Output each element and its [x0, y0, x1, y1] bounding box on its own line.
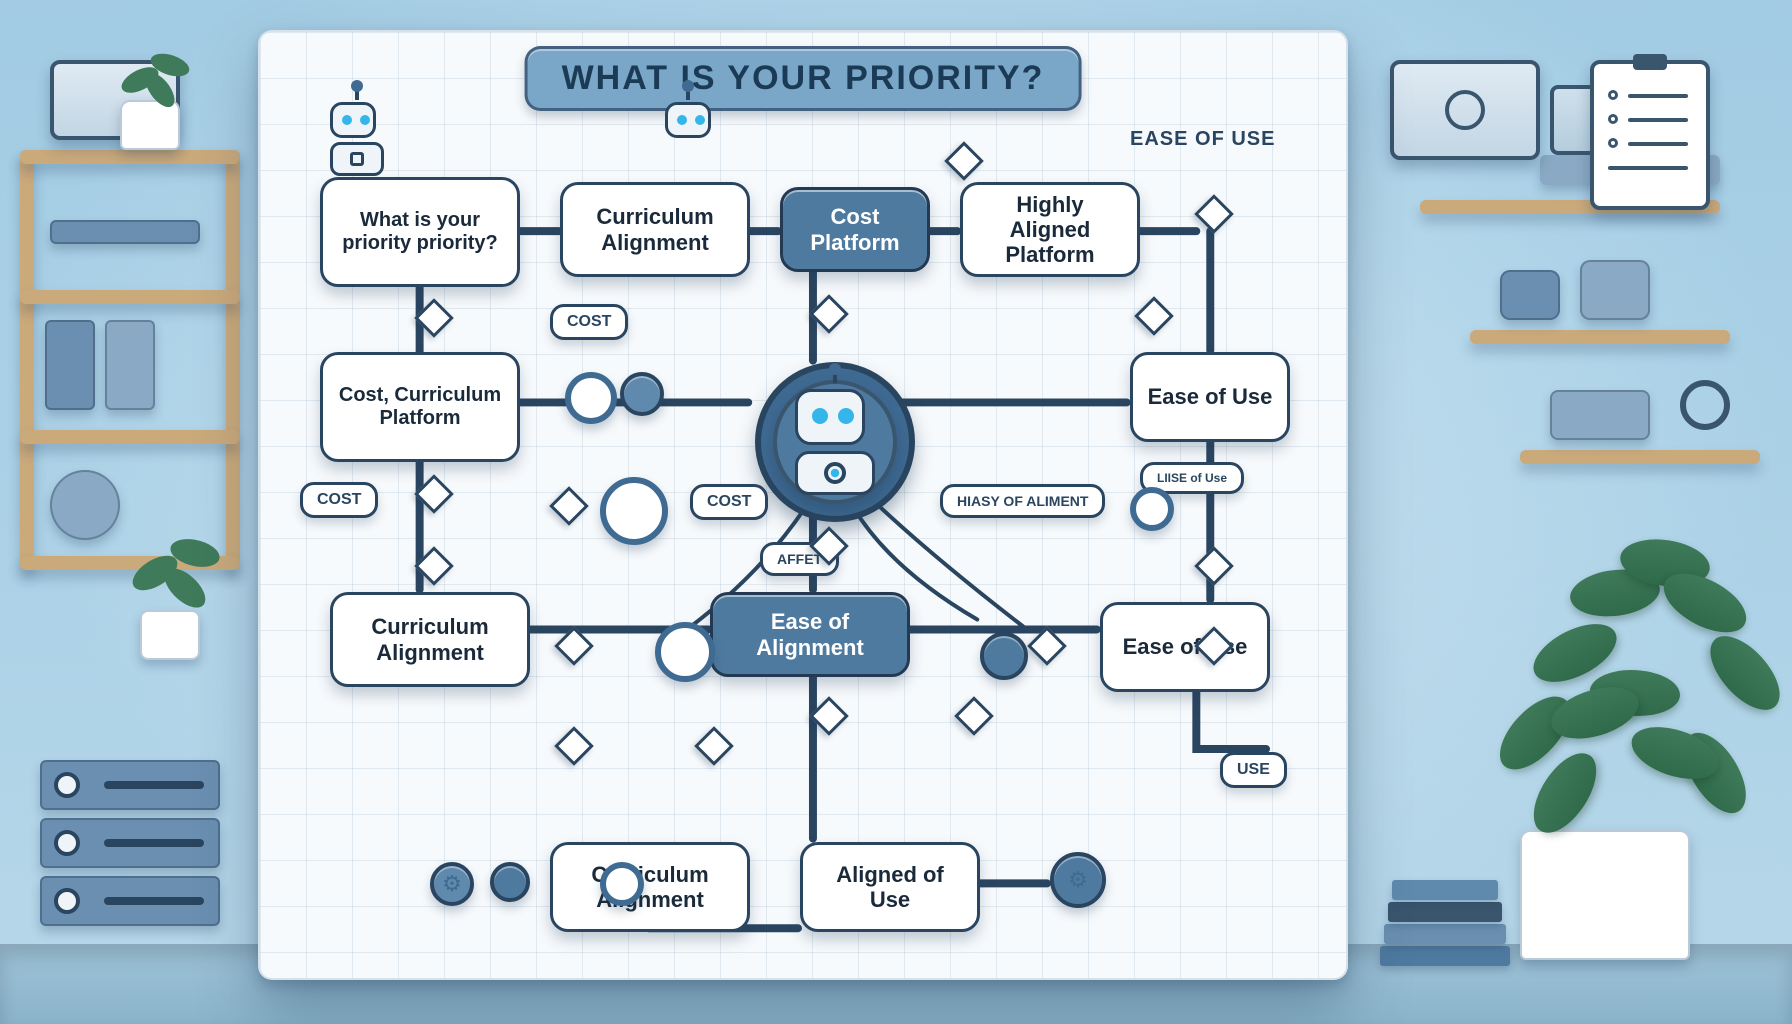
flow-node: Ease of Alignment — [710, 592, 910, 677]
decision-diamond — [1027, 626, 1067, 666]
decision-diamond — [414, 298, 454, 338]
title-banner: WHAT IS YOUR PRIORITY? — [525, 46, 1082, 111]
circle-node — [980, 632, 1028, 680]
robot-icon-top-left — [330, 102, 384, 176]
plant-large — [1460, 510, 1780, 850]
flow-node: What is your priority priority? — [320, 177, 520, 287]
circle-node — [1130, 487, 1174, 531]
monitor-decor — [1390, 60, 1540, 160]
flow-node: Ease of Use — [1130, 352, 1290, 442]
sub-label-ease-of-use: EASE OF USE — [1130, 128, 1275, 151]
decision-diamond — [809, 696, 849, 736]
decision-diamond — [944, 141, 984, 181]
clipboard-decor — [1590, 60, 1710, 210]
decision-diamond — [554, 626, 594, 666]
gear-icon — [430, 862, 474, 906]
flowchart-board: WHAT IS YOUR PRIORITY? EASE OF USE What … — [258, 30, 1348, 980]
flow-node: Aligned of Use — [800, 842, 980, 932]
flow-pill: HIASY OF ALIMENT — [940, 484, 1105, 518]
circle-node — [600, 477, 668, 545]
robot-icon-top-center — [665, 102, 711, 138]
decision-diamond — [414, 546, 454, 586]
flow-pill: COST — [550, 304, 628, 340]
decision-diamond — [549, 486, 589, 526]
flow-node: Curriculum Alignment — [550, 842, 750, 932]
decision-diamond — [954, 696, 994, 736]
decision-diamond — [1194, 546, 1234, 586]
flow-node: Highly Aligned Platform — [960, 182, 1140, 277]
flow-node: Curriculum Alignment — [330, 592, 530, 687]
decision-diamond — [694, 726, 734, 766]
circle-node — [620, 372, 664, 416]
decision-diamond — [1194, 194, 1234, 234]
flow-pill: COST — [690, 484, 768, 520]
flow-pill: USE — [1220, 752, 1287, 788]
decision-diamond — [414, 474, 454, 514]
gear-icon — [1050, 852, 1106, 908]
flow-pill: COST — [300, 482, 378, 518]
decision-diamond — [1134, 296, 1174, 336]
circle-node — [565, 372, 617, 424]
robot-medallion — [755, 362, 915, 522]
flow-node: Curriculum Alignment — [560, 182, 750, 277]
decision-diamond — [554, 726, 594, 766]
flow-node: Cost, Curriculum Platform — [320, 352, 520, 462]
plant-small — [110, 40, 200, 110]
flow-node: Ease of Use — [1100, 602, 1270, 692]
decision-diamond — [809, 294, 849, 334]
circle-node — [490, 862, 530, 902]
circle-node — [600, 862, 644, 906]
flow-node: Cost Platform — [780, 187, 930, 272]
circle-node — [655, 622, 715, 682]
